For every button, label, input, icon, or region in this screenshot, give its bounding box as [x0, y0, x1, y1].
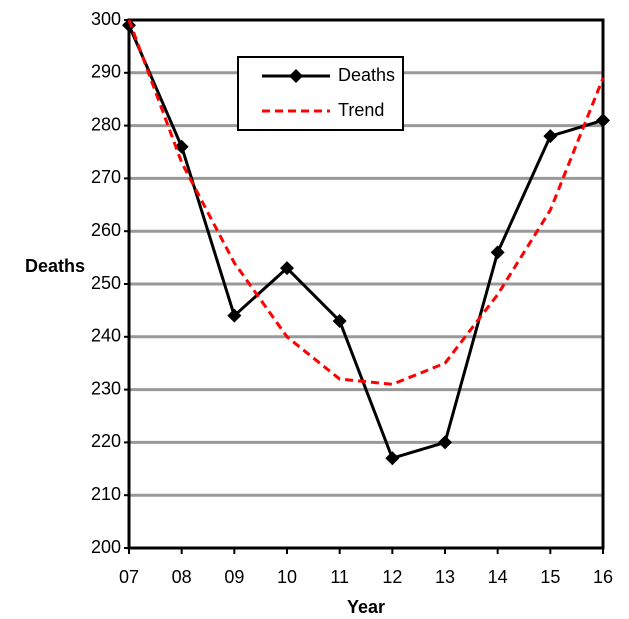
marker: [280, 261, 294, 276]
data-line: [127, 24, 604, 460]
marker: [490, 245, 505, 260]
marker: [332, 313, 347, 328]
y-tick-label: 260: [91, 220, 121, 240]
marker: [596, 113, 610, 128]
y-tick-label: 280: [91, 114, 121, 134]
y-tick-label: 220: [91, 431, 121, 451]
marker: [122, 18, 136, 33]
marker: [543, 129, 558, 144]
legend-marker: [289, 69, 303, 83]
x-tick-label: 15: [540, 567, 560, 587]
marker: [227, 308, 242, 323]
x-tick-label: 14: [488, 567, 508, 587]
x-tick-label: 07: [119, 567, 139, 587]
x-tick-label: 16: [593, 567, 613, 587]
trend-line: [127, 19, 605, 386]
plot-border: [127, 18, 605, 550]
y-tick-label: 290: [91, 62, 121, 82]
x-axis-label: Year: [347, 597, 385, 617]
marker: [438, 435, 452, 450]
y-tick-label: 300: [91, 9, 121, 29]
marker: [385, 451, 400, 466]
y-tick-label: 250: [91, 273, 121, 293]
x-tick-label: 08: [172, 567, 192, 587]
y-tick-label: 200: [91, 537, 121, 557]
legend-box: [237, 56, 404, 131]
x-tick-label: 13: [435, 567, 455, 587]
y-tick-label: 210: [91, 484, 121, 504]
y-tick-label: 230: [91, 378, 121, 398]
x-tick-label: 12: [382, 567, 402, 587]
y-axis-label: Deaths: [25, 256, 85, 276]
legend-label: Deaths: [338, 65, 395, 85]
legend-label: Trend: [338, 100, 384, 120]
x-tick-label: 10: [277, 567, 297, 587]
marker: [174, 139, 189, 154]
x-tick-label: 09: [224, 567, 244, 587]
y-tick-label: 240: [91, 326, 121, 346]
y-tick-label: 270: [91, 167, 121, 187]
x-tick-label: 11: [330, 567, 349, 587]
